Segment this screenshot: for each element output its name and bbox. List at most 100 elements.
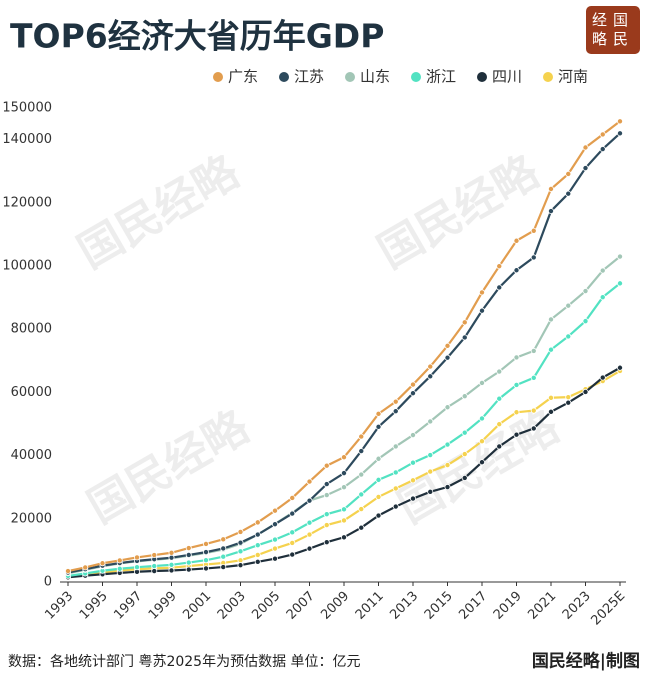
data-point [289,551,296,558]
data-point [478,415,485,422]
data-point [548,316,555,323]
data-point [340,454,347,461]
logo-text: 经国 [592,11,634,29]
y-tick-label: 140000 [2,132,52,147]
data-point [599,294,606,301]
data-point [151,552,158,559]
legend-marker [411,72,421,82]
data-point [358,491,365,498]
data-point [237,557,244,564]
x-tick-label: 2001 [180,589,214,623]
data-point [582,165,589,172]
legend-marker [279,72,289,82]
data-point [582,388,589,395]
series [65,280,624,579]
legend-marker [345,72,355,82]
data-point [151,563,158,570]
data-point [168,561,175,568]
x-tick-label: 2015 [422,589,456,623]
y-tick-label: 0 [44,575,52,590]
data-point [496,284,503,291]
data-point [582,288,589,295]
x-tick-label: 2019 [491,589,525,623]
data-point [392,503,399,510]
data-point [220,545,227,552]
data-point [271,536,278,543]
x-tick-label: 2009 [318,589,352,623]
data-point [530,374,537,381]
data-point [323,462,330,469]
data-point [599,131,606,138]
data-point [237,562,244,569]
data-point [496,263,503,270]
data-point [496,368,503,375]
x-tick-label: 1997 [111,589,145,623]
data-point [254,558,261,565]
series [65,118,624,575]
data-point [375,410,382,417]
data-point [409,477,416,484]
data-point [289,494,296,501]
data-point [306,531,313,538]
data-point [375,455,382,462]
data-point [392,408,399,415]
legend-label: 江苏 [294,68,324,86]
data-point [289,529,296,536]
data-point [271,507,278,514]
data-point [461,319,468,326]
x-tick-label: 2005 [249,589,283,623]
legend-marker [477,72,487,82]
data-point [185,566,192,573]
data-point [323,522,330,529]
data-point [306,497,313,504]
data-point [340,470,347,477]
data-point [478,307,485,314]
data-point [289,539,296,546]
data-point [444,462,451,469]
data-point [202,549,209,556]
y-tick-label: 20000 [11,511,52,526]
data-point [409,495,416,502]
x-tick-label: 2025E [588,589,628,629]
logo-text: 略民 [592,30,634,48]
data-point [375,423,382,430]
data-point [565,333,572,340]
source-note: 数据：各地统计部门 粤苏2025年为预估数据 单位：亿元 [8,654,361,670]
data-point [427,488,434,495]
data-point [461,429,468,436]
watermark: 国民经略 [70,146,249,279]
data-point [548,346,555,353]
y-tick-label: 40000 [11,448,52,463]
data-point [444,354,451,361]
data-point [375,476,382,483]
data-point [409,432,416,439]
data-point [444,441,451,448]
data-point [513,381,520,388]
data-point [478,438,485,445]
data-point [513,354,520,361]
data-point [513,431,520,438]
data-point [530,227,537,234]
data-point [82,564,89,571]
data-point [582,318,589,325]
data-point [220,553,227,560]
x-tick-label: 2013 [387,589,421,623]
data-point [427,363,434,370]
data-point [358,448,365,455]
data-point [254,542,261,549]
data-point [513,237,520,244]
y-tick-label: 120000 [2,195,52,210]
data-point [496,421,503,428]
data-point [392,469,399,476]
x-tick-label: 2007 [284,589,318,623]
data-point [202,565,209,572]
data-point [168,567,175,574]
data-point [254,519,261,526]
series [65,364,624,581]
data-point [409,381,416,388]
data-point [358,506,365,513]
data-point [461,474,468,481]
data-point [565,394,572,401]
data-point [444,342,451,349]
data-point [358,471,365,478]
